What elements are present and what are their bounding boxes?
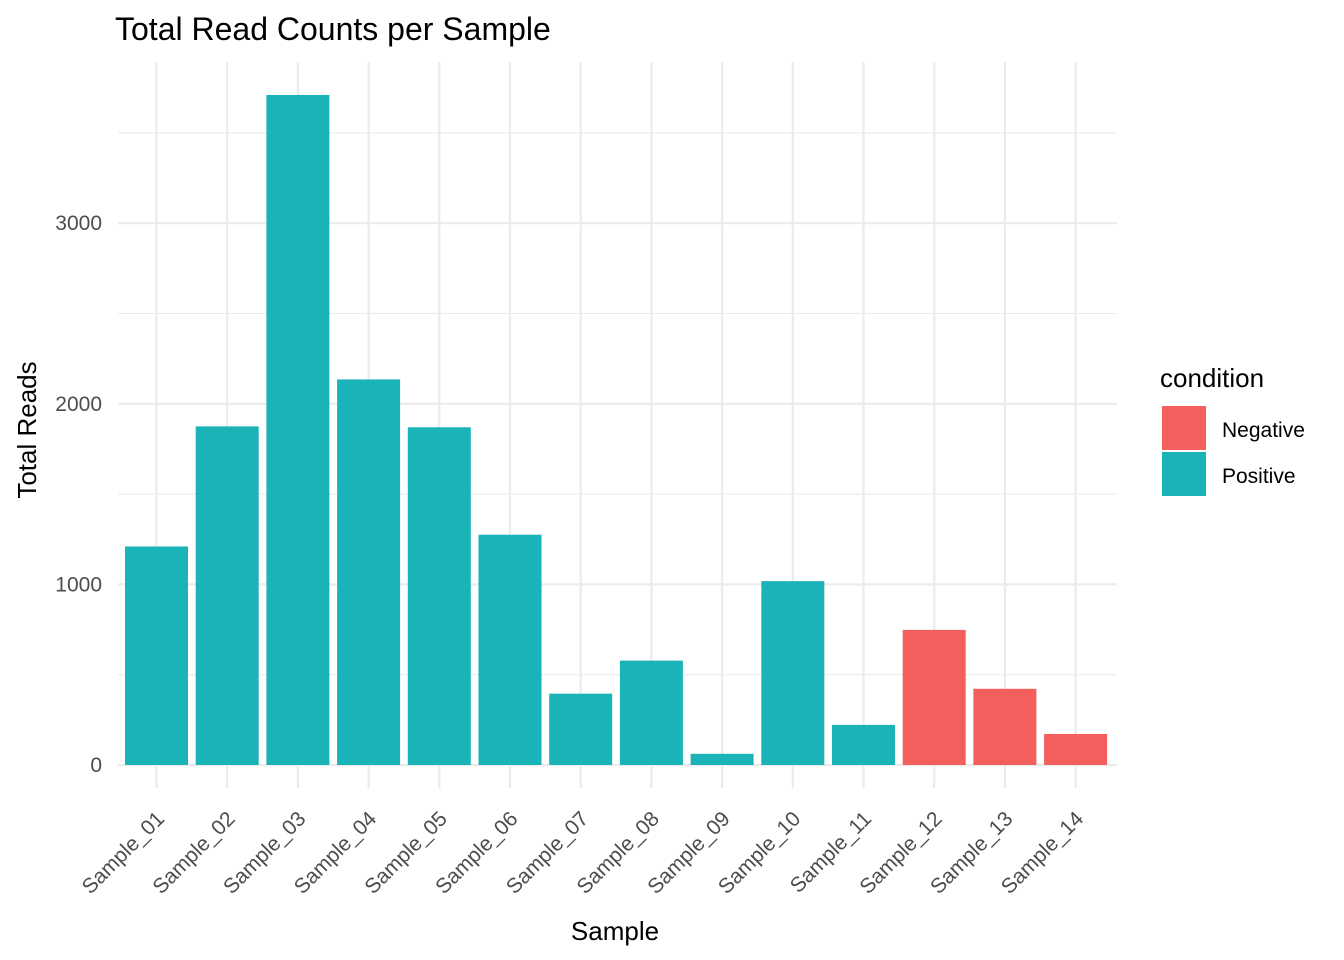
y-tick-label: 1000 <box>55 573 102 596</box>
bars <box>125 94 1108 765</box>
legend-swatch-negative <box>1162 406 1206 450</box>
chart-title: Total Read Counts per Sample <box>115 11 551 47</box>
bar-sample-11 <box>832 724 895 765</box>
y-tick-label: 3000 <box>55 212 102 235</box>
bar-sample-14 <box>1044 733 1108 765</box>
bar-sample-07 <box>549 693 613 765</box>
legend-label-negative: Negative <box>1222 419 1305 442</box>
bar-sample-04 <box>337 379 401 765</box>
bar-sample-09 <box>690 753 754 765</box>
bar-sample-10 <box>761 581 825 765</box>
bar-sample-13 <box>973 688 1037 765</box>
bar-sample-08 <box>619 660 683 765</box>
x-axis-title: Sample <box>571 916 659 946</box>
bar-sample-03 <box>266 94 330 765</box>
x-axis-ticks: Sample_01Sample_02Sample_03Sample_04Samp… <box>78 807 1089 899</box>
bar-sample-01 <box>125 546 188 765</box>
y-axis-ticks: 0 1000 2000 3000 <box>55 212 102 777</box>
legend-swatch-positive <box>1162 452 1206 496</box>
bar-sample-12 <box>902 629 966 765</box>
bar-sample-02 <box>195 426 259 765</box>
legend-label-positive: Positive <box>1222 465 1296 488</box>
y-axis-title: Total Reads <box>12 361 42 498</box>
bar-sample-05 <box>407 427 471 765</box>
legend: condition Negative Positive <box>1160 363 1305 496</box>
legend-title: condition <box>1160 363 1264 393</box>
bar-sample-06 <box>478 534 542 765</box>
y-tick-label: 0 <box>90 754 102 777</box>
y-tick-label: 2000 <box>55 393 102 416</box>
